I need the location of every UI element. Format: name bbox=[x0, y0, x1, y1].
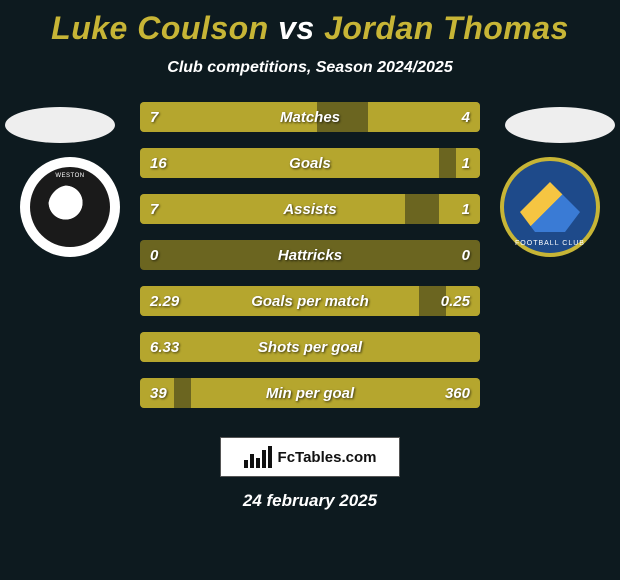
player2-name: Jordan Thomas bbox=[324, 10, 569, 46]
chart-icon bbox=[244, 446, 272, 468]
player1-name: Luke Coulson bbox=[51, 10, 269, 46]
brand-text: FcTables.com bbox=[278, 449, 377, 466]
subtitle: Club competitions, Season 2024/2025 bbox=[0, 59, 620, 77]
fctables-logo: FcTables.com bbox=[220, 437, 400, 477]
stats-arena: WESTON FOOTBALL CLUB 74Matches 161Goals 71… bbox=[0, 97, 620, 427]
stat-row: 161Goals bbox=[140, 148, 480, 178]
stat-label: Assists bbox=[140, 194, 480, 224]
stat-row: 00Hattricks bbox=[140, 240, 480, 270]
stat-label: Hattricks bbox=[140, 240, 480, 270]
player2-club-badge: FOOTBALL CLUB bbox=[500, 157, 600, 257]
stat-rows: 74Matches 161Goals 71Assists 00Hattricks 2.2… bbox=[140, 102, 480, 424]
date-text: 24 february 2025 bbox=[0, 491, 620, 511]
stat-label: Shots per goal bbox=[140, 332, 480, 362]
vs-text: vs bbox=[278, 10, 315, 46]
stat-row: 71Assists bbox=[140, 194, 480, 224]
stat-row: 39360Min per goal bbox=[140, 378, 480, 408]
weston-badge-icon: WESTON bbox=[30, 167, 110, 247]
stat-label: Matches bbox=[140, 102, 480, 132]
player2-ellipse bbox=[505, 107, 615, 143]
stat-label: Min per goal bbox=[140, 378, 480, 408]
infographic-container: Luke Coulson vs Jordan Thomas Club compe… bbox=[0, 0, 620, 580]
stat-label: Goals per match bbox=[140, 286, 480, 316]
stat-row: 2.290.25Goals per match bbox=[140, 286, 480, 316]
stat-label: Goals bbox=[140, 148, 480, 178]
torquay-badge-text: FOOTBALL CLUB bbox=[504, 161, 596, 253]
stat-row: 6.33Shots per goal bbox=[140, 332, 480, 362]
player1-ellipse bbox=[5, 107, 115, 143]
comparison-title: Luke Coulson vs Jordan Thomas bbox=[0, 0, 620, 47]
stat-row: 74Matches bbox=[140, 102, 480, 132]
player1-club-badge: WESTON bbox=[20, 157, 120, 257]
